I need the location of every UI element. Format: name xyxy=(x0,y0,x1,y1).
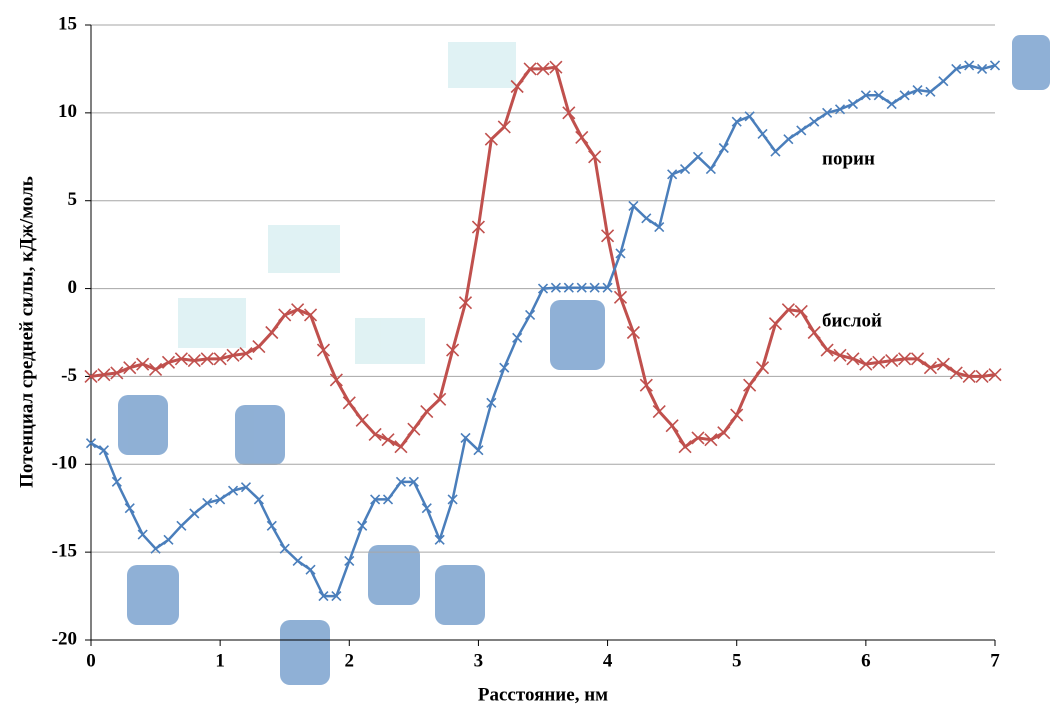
marker xyxy=(526,310,535,319)
marker xyxy=(693,152,702,161)
series-label: порин xyxy=(822,148,875,169)
bilayer-image xyxy=(178,298,246,348)
marker xyxy=(706,165,715,174)
marker xyxy=(771,147,780,156)
marker xyxy=(653,406,665,418)
bilayer-image xyxy=(268,225,340,273)
marker xyxy=(253,341,265,353)
marker xyxy=(758,129,767,138)
marker xyxy=(887,100,896,109)
x-tick-label: 1 xyxy=(215,650,225,671)
y-tick-label: -20 xyxy=(52,628,77,649)
marker xyxy=(330,374,342,386)
marker xyxy=(293,556,302,565)
y-tick-label: 5 xyxy=(68,189,78,210)
marker xyxy=(642,214,651,223)
marker xyxy=(719,144,728,153)
x-tick-label: 0 xyxy=(86,650,96,671)
series-line xyxy=(91,67,995,447)
x-tick-label: 7 xyxy=(990,650,1000,671)
marker xyxy=(939,77,948,86)
y-tick-label: -5 xyxy=(61,365,77,386)
marker xyxy=(382,434,394,446)
protein-image xyxy=(435,565,485,625)
y-tick-label: 0 xyxy=(68,277,78,298)
marker xyxy=(266,327,278,339)
marker xyxy=(279,309,291,321)
marker xyxy=(421,406,433,418)
marker xyxy=(177,521,186,530)
marker xyxy=(125,504,134,513)
x-tick-label: 5 xyxy=(732,650,742,671)
protein-image xyxy=(550,300,605,370)
marker xyxy=(138,530,147,539)
marker xyxy=(395,441,407,453)
x-tick-label: 2 xyxy=(345,650,355,671)
marker xyxy=(576,131,588,143)
x-tick-label: 4 xyxy=(603,650,613,671)
marker xyxy=(190,509,199,518)
marker xyxy=(369,428,381,440)
bilayer-image xyxy=(355,318,425,364)
marker xyxy=(513,333,522,342)
marker xyxy=(666,420,678,432)
marker xyxy=(164,535,173,544)
protein-image xyxy=(127,565,179,625)
marker xyxy=(267,521,276,530)
marker xyxy=(797,126,806,135)
y-axis-title: Потенциал средней силы, кДж/моль xyxy=(16,176,37,488)
x-tick-label: 3 xyxy=(474,650,484,671)
y-tick-label: 10 xyxy=(58,101,77,122)
protein-image xyxy=(280,620,330,685)
marker xyxy=(718,427,730,439)
chart: Расстояние, нм Потенциал средней силы, к… xyxy=(0,0,1051,711)
y-tick-label: -15 xyxy=(52,541,77,562)
bilayer-image xyxy=(448,42,516,88)
y-tick-label: -10 xyxy=(52,453,77,474)
marker xyxy=(784,135,793,144)
x-axis-title: Расстояние, нм xyxy=(478,684,608,705)
marker xyxy=(343,397,355,409)
protein-image xyxy=(1012,35,1050,90)
marker xyxy=(744,379,756,391)
marker xyxy=(679,441,691,453)
marker xyxy=(731,409,743,421)
marker xyxy=(150,363,162,375)
x-tick-label: 6 xyxy=(861,650,871,671)
marker xyxy=(408,423,420,435)
marker xyxy=(254,495,263,504)
marker xyxy=(306,565,315,574)
marker xyxy=(810,117,819,126)
marker xyxy=(356,414,368,426)
marker xyxy=(292,304,304,316)
protein-image xyxy=(118,395,168,455)
marker xyxy=(808,327,820,339)
marker xyxy=(821,344,833,356)
y-tick-label: 15 xyxy=(58,13,77,34)
protein-image xyxy=(235,405,285,465)
protein-image xyxy=(368,545,420,605)
series-label: бислой xyxy=(822,310,882,331)
